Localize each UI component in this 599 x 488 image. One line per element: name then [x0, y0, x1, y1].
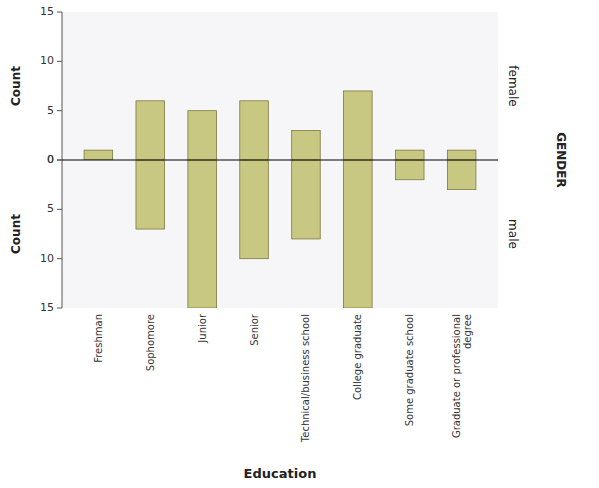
x-tick-label: College graduate — [352, 314, 363, 400]
y-tick-label: 10 — [40, 252, 54, 265]
x-tick-label-line: Sophomore — [145, 314, 156, 371]
bar — [344, 160, 373, 308]
y-tick — [57, 110, 62, 111]
bar — [136, 160, 165, 229]
bar — [136, 101, 165, 160]
bar — [292, 160, 321, 239]
x-tick-label-line: Junior — [197, 313, 208, 344]
bar — [344, 91, 373, 160]
y-tick-label: 15 — [40, 5, 54, 18]
y-tick-label: 15 — [40, 301, 54, 314]
y-tick-label: 0 — [47, 153, 54, 166]
x-tick-label: Sophomore — [145, 314, 156, 371]
y-tick-label: 10 — [40, 54, 54, 67]
y-tick — [57, 160, 62, 161]
side-label: GENDER — [554, 132, 568, 188]
bar — [240, 101, 269, 160]
x-tick-label-line: degree — [462, 314, 473, 349]
x-tick-label: Junior — [197, 313, 208, 344]
bar — [84, 150, 113, 160]
panel-label: male — [506, 219, 520, 249]
bars — [136, 160, 476, 308]
zero-line — [62, 160, 498, 161]
x-tick-label: Senior — [249, 313, 260, 346]
y-tick — [57, 61, 62, 62]
x-tick-label-line: Graduate or professional — [451, 314, 462, 438]
x-axis-label: Education — [244, 466, 317, 481]
bar — [447, 160, 476, 190]
bar — [292, 130, 321, 160]
panel-label: female — [506, 65, 520, 106]
y-tick — [57, 258, 62, 259]
bar — [240, 160, 269, 259]
x-tick-label-line: Some graduate school — [404, 314, 415, 426]
bar — [188, 111, 217, 160]
x-tick-label: Some graduate school — [404, 314, 415, 426]
y-tick-label: 5 — [47, 202, 54, 215]
y-tick — [57, 209, 62, 210]
y-tick — [57, 12, 62, 13]
bars — [84, 91, 476, 160]
bar — [188, 160, 217, 308]
y-axis-label: Count — [9, 66, 23, 106]
x-tick-label-line: Freshman — [93, 314, 104, 363]
chart-container: 051015femaleCount051015maleCountFreshman… — [0, 0, 599, 488]
x-tick-label-line: Senior — [249, 313, 260, 346]
panel-background — [62, 160, 498, 308]
y-axis-label: Count — [9, 214, 23, 254]
x-tick-label: Technical/business school — [300, 314, 311, 443]
y-tick — [57, 308, 62, 309]
y-tick-label: 0 — [47, 153, 54, 166]
y-tick-label: 5 — [47, 104, 54, 117]
panel-background — [62, 12, 498, 160]
bar — [447, 150, 476, 160]
chart-svg: 051015femaleCount051015maleCountFreshman… — [0, 0, 599, 488]
bar — [395, 150, 424, 160]
x-tick-label-line: College graduate — [352, 314, 363, 400]
y-tick — [57, 160, 62, 161]
x-tick-label-line: Technical/business school — [300, 314, 311, 443]
x-tick-label: Freshman — [93, 314, 104, 363]
x-tick-label: Graduate or professionaldegree — [451, 314, 473, 438]
bar — [395, 160, 424, 180]
